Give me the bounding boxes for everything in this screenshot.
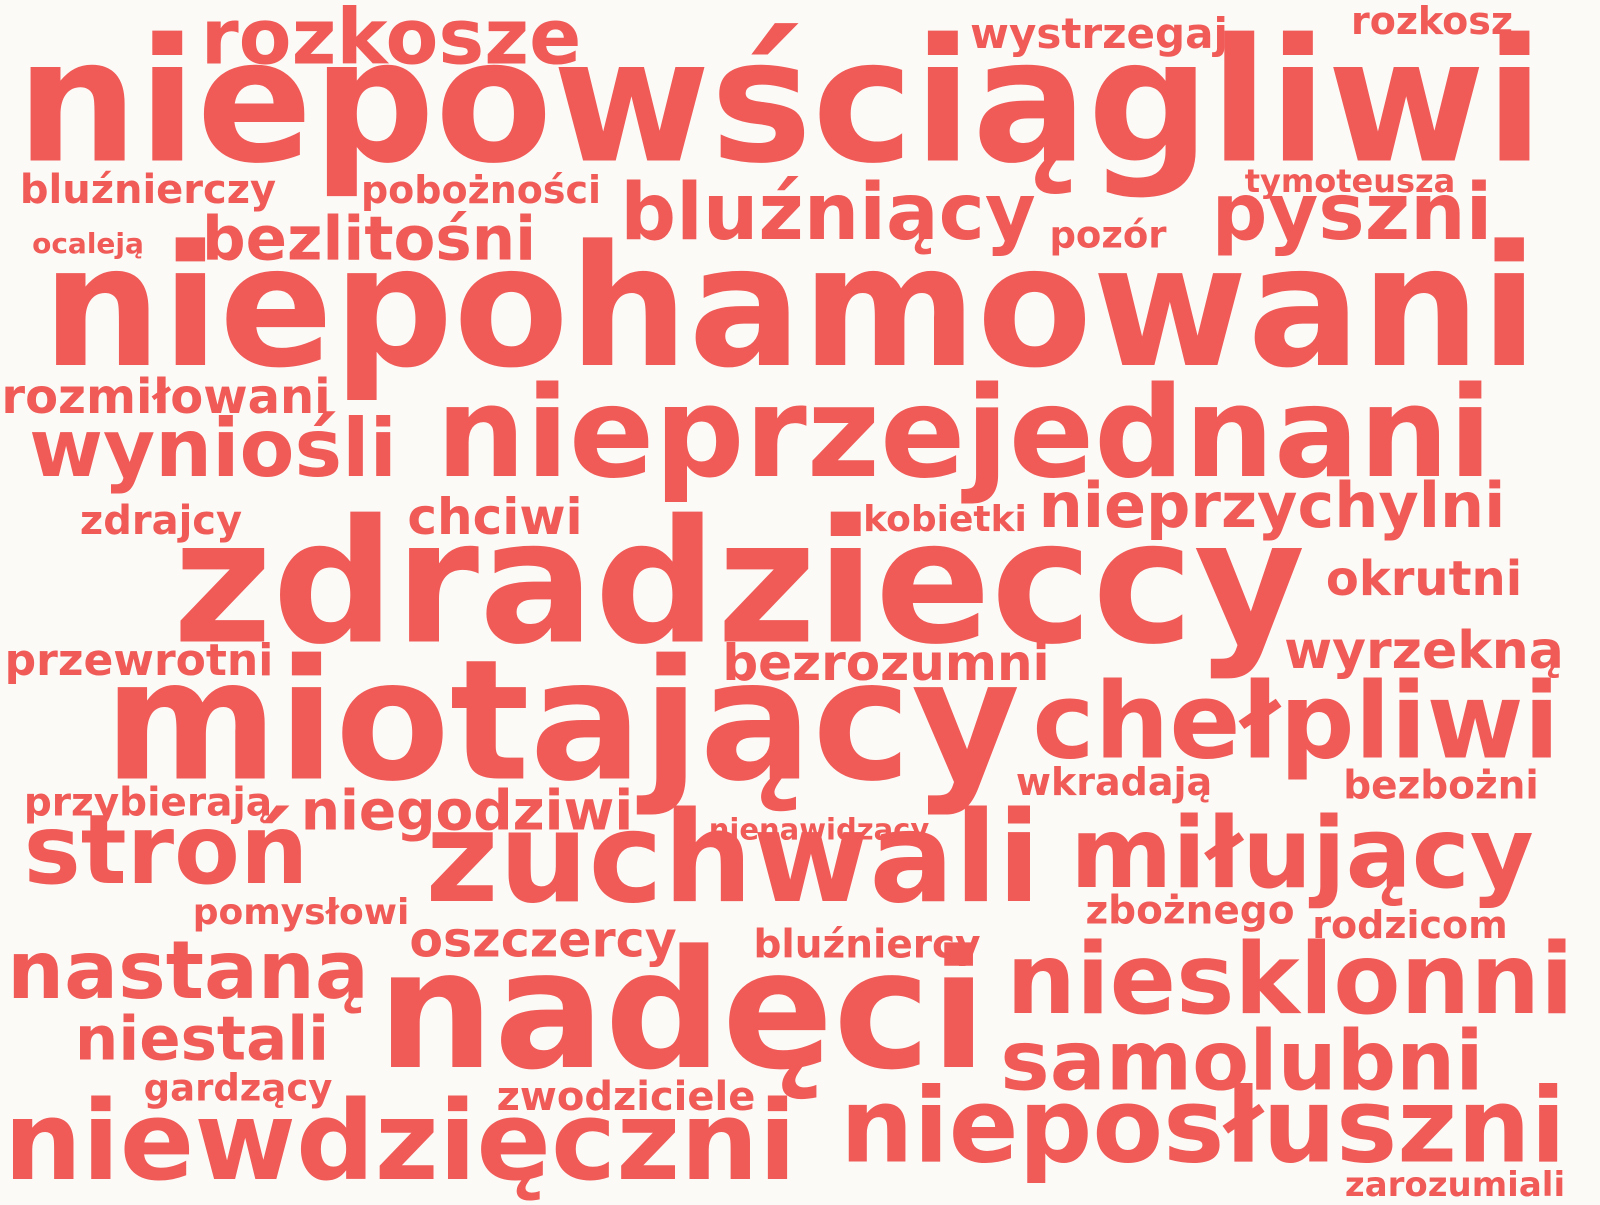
word: pomysłowi [192, 892, 410, 933]
word: zdradzieccy [172, 483, 1306, 683]
word: tymoteusza [1244, 162, 1456, 200]
word: wyrzekną [1284, 621, 1564, 681]
word: bezrozumni [722, 634, 1050, 692]
word: przewrotni [4, 635, 274, 686]
word: oszczercy [409, 911, 677, 969]
word: pobożności [360, 168, 602, 212]
word: niestali [74, 1003, 330, 1075]
word: miłujący [1070, 797, 1534, 911]
word: zdrajcy [79, 498, 243, 544]
word: niepohamowani [41, 209, 1539, 405]
word: rozkosz [1350, 0, 1514, 43]
word: ocaleją [32, 227, 144, 260]
word: nastaną [7, 924, 369, 1017]
word: pozór [1049, 213, 1167, 257]
word: niewdzięczni [3, 1077, 797, 1205]
word: miotający [103, 624, 1021, 819]
word: zarozumiali [1344, 1165, 1566, 1205]
word: gardzący [143, 1066, 333, 1110]
word: nieprzejednani [436, 359, 1492, 506]
word: zbożnego [1085, 888, 1295, 934]
word: rozmiłowani [1, 369, 331, 425]
word: zuchwali [425, 784, 1041, 931]
word: wyniośli [29, 402, 397, 495]
word: bluźnierczy [19, 167, 277, 213]
word: nadęci [377, 915, 987, 1106]
word: nieposłuszni [840, 1066, 1566, 1187]
word: bluźniący [620, 168, 1036, 258]
word: samolubni [1000, 1012, 1484, 1110]
word: niepowściągliwi [16, 2, 1544, 202]
word: pyszni [1211, 168, 1493, 258]
word: zwodziciele [496, 1074, 756, 1120]
word: nieprzychylni [1038, 469, 1506, 542]
word: niesklonni [1006, 923, 1574, 1037]
word: rozkosze [200, 0, 582, 83]
word: rodzicom [1312, 903, 1508, 947]
word: chełpliwi [1032, 660, 1560, 783]
word: chciwi [407, 488, 583, 546]
word: okrutni [1325, 551, 1523, 607]
word: niegodziwi [300, 778, 634, 843]
word: kobietki [863, 499, 1027, 540]
word: wystrzegaj [970, 9, 1228, 58]
word: stroń [23, 794, 309, 906]
word: bezbożni [1343, 763, 1539, 809]
word: przybierają [23, 780, 273, 826]
word: wkradają [1015, 760, 1213, 804]
word: bluźniercy [753, 922, 981, 968]
word: nienawidzący [708, 812, 930, 847]
word: bezlitośni [201, 203, 537, 275]
